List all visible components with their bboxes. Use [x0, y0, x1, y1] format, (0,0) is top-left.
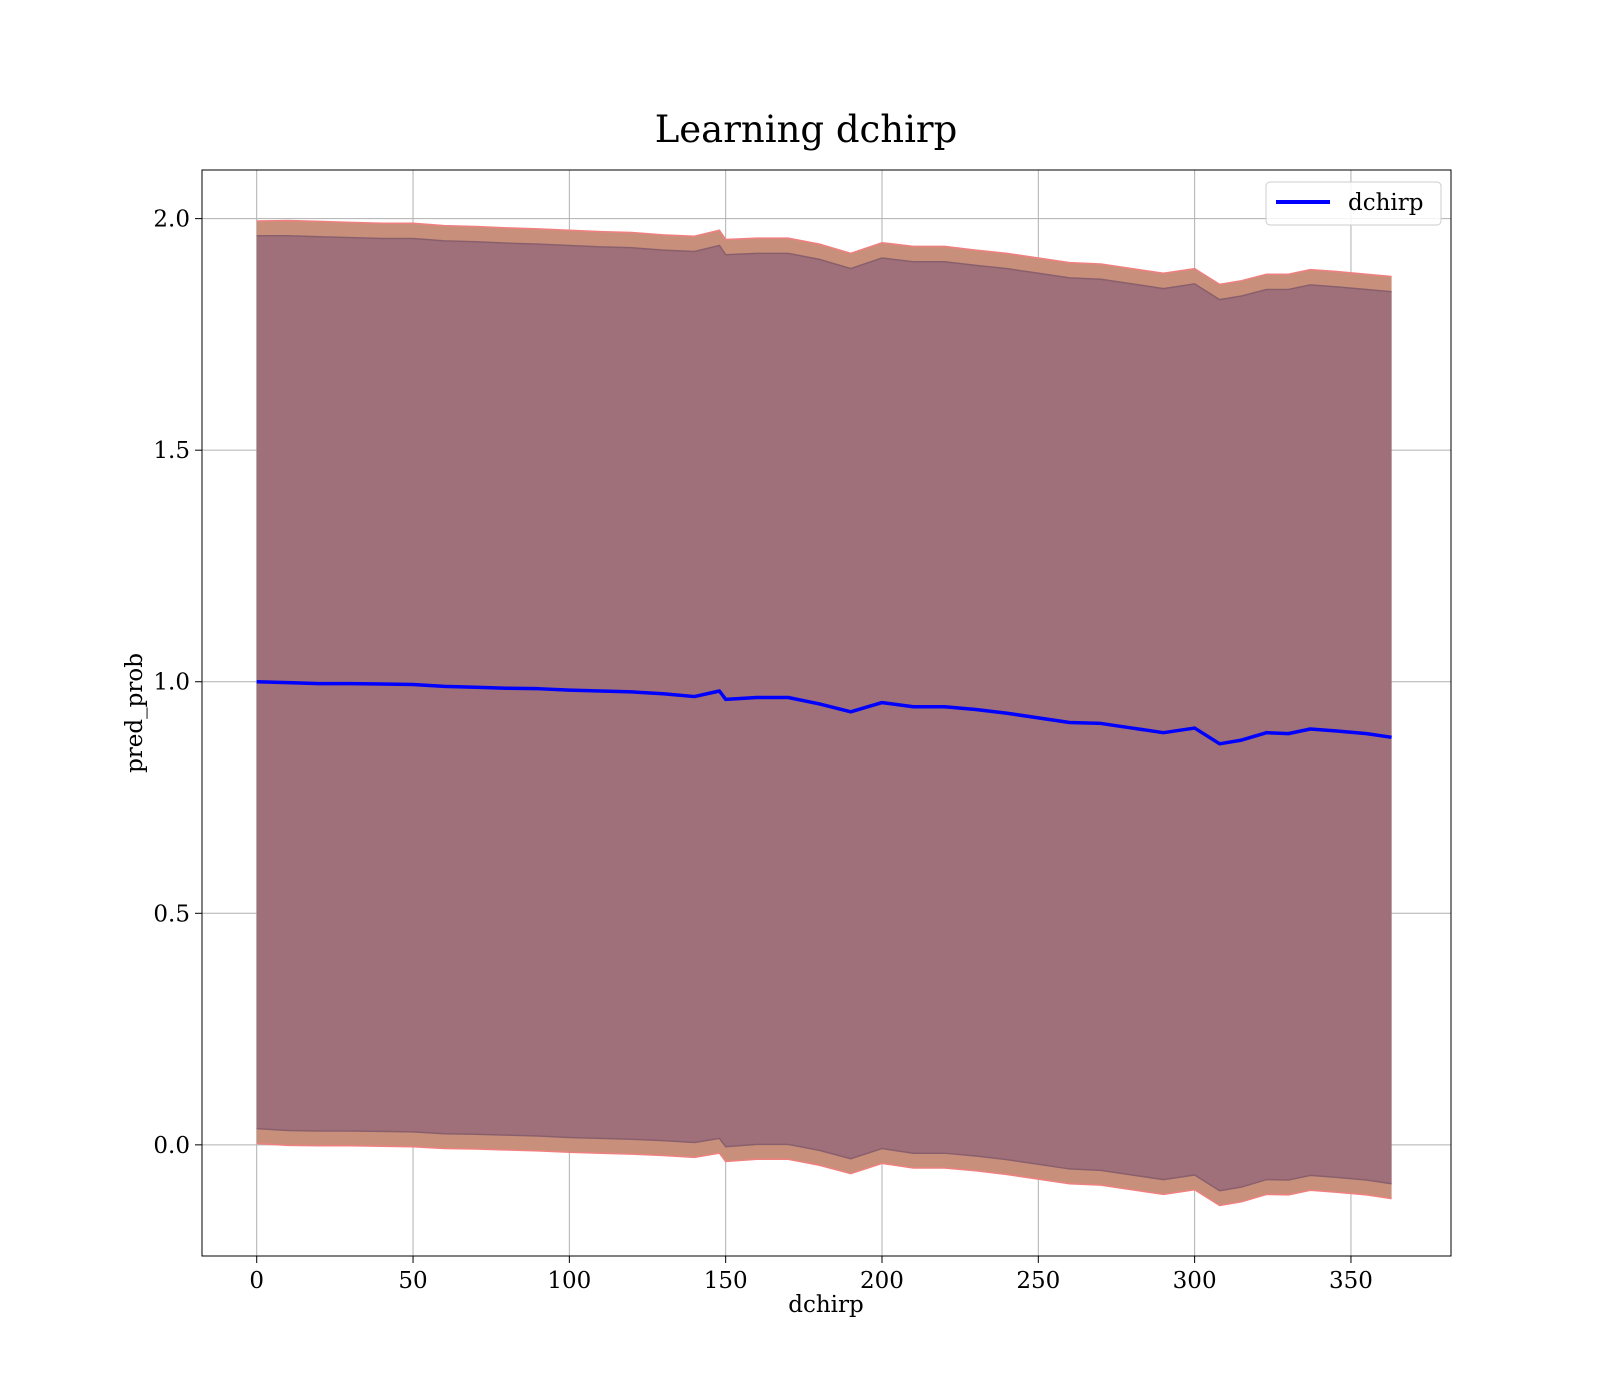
series-lines [256, 679, 1392, 746]
band-inner [256, 235, 1392, 1191]
y-tick-label-4: 2.0 [153, 207, 190, 233]
y-tick-label-2: 1.0 [153, 670, 190, 696]
x-tick-label-0: 0 [249, 1268, 264, 1294]
confidence-bands [256, 219, 1392, 1207]
y-tick-label-3: 1.5 [153, 438, 190, 464]
chart-title: Learning dchirp [655, 108, 958, 151]
band-inner-upper-edge [256, 235, 1392, 301]
y-axis-label: pred_prob [122, 653, 148, 773]
legend-label-dchirp: dchirp [1348, 190, 1424, 216]
x-tick-label-6: 300 [1173, 1268, 1217, 1294]
x-axis-label: dchirp [788, 1292, 864, 1318]
band-inner-lower-edge [256, 1127, 1392, 1192]
x-tick-label-7: 350 [1329, 1268, 1373, 1294]
band-outer-upper-edge [256, 219, 1392, 286]
legend-box [1265, 181, 1442, 226]
x-tick-label-1: 50 [398, 1268, 427, 1294]
plot-frame [201, 169, 1452, 1257]
legend: dchirp [1265, 181, 1442, 226]
series-line-dchirp [256, 679, 1392, 746]
x-tick-label-4: 200 [860, 1268, 904, 1294]
band-outer-lower-edge [256, 1142, 1392, 1207]
x-tick-label-3: 150 [704, 1268, 748, 1294]
x-tick-label-5: 250 [1016, 1268, 1060, 1294]
x-tick-label-2: 100 [547, 1268, 591, 1294]
y-tick-label-0: 0.0 [153, 1133, 190, 1159]
axis-ticks: 0 50 100 150 200 250 300 350 0.0 0.5 1.0 1.5 2.0 [153, 207, 1372, 1294]
y-tick-label-1: 0.5 [153, 901, 190, 927]
